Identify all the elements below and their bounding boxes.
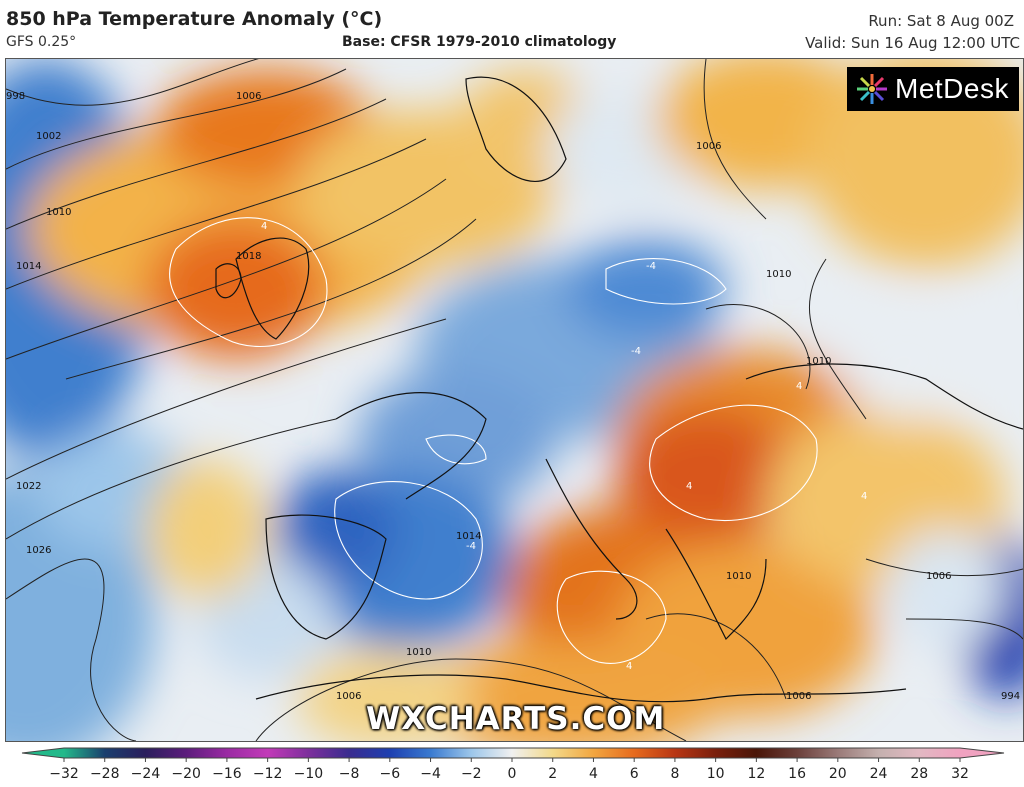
scale-tick-label: 6 <box>629 766 639 782</box>
anomaly-contours <box>169 217 818 664</box>
contour-label: -4 <box>631 346 641 357</box>
isobar-label: 1010 <box>46 207 71 218</box>
contour-label: 4 <box>796 381 802 392</box>
scale-tick-label: −6 <box>379 766 401 782</box>
scale-arrow-right <box>960 748 1004 758</box>
scale-tick-label: −20 <box>171 766 201 782</box>
scale-tick-label: −10 <box>293 766 324 782</box>
contour-label: 4 <box>261 221 267 232</box>
isobar-lines <box>6 59 1023 741</box>
scale-tick-label: −32 <box>49 766 79 782</box>
climatology-base: Base: CFSR 1979-2010 climatology <box>342 34 617 50</box>
isobar-label: 1014 <box>16 261 41 272</box>
scale-tick-label: 4 <box>588 766 598 782</box>
isobar-label: 1006 <box>926 571 951 582</box>
coastlines <box>215 76 1023 703</box>
scale-tick-label: −16 <box>212 766 242 782</box>
isobar-label: 1010 <box>806 356 831 367</box>
color-scale-gradient <box>64 748 960 758</box>
isobar-label: 1014 <box>456 531 481 542</box>
scale-tick-label: −2 <box>460 766 482 782</box>
scale-tick-label: −8 <box>338 766 360 782</box>
scale-tick-label: 0 <box>507 766 517 782</box>
contour-label: -4 <box>466 541 476 552</box>
valid-time: Valid: Sun 16 Aug 12:00 UTC <box>805 34 1020 52</box>
isobar-label: 1006 <box>786 691 811 702</box>
isobar-label: 1006 <box>336 691 361 702</box>
scale-tick-label: 12 <box>747 766 766 782</box>
scale-tick-label: −24 <box>130 766 161 782</box>
color-scale: −32 −28 −24 −20 −16 −12 −10 −8 −6 −4 −2 0 2 4 6 8 10 12 16… <box>0 742 1024 787</box>
isobar-label: 1018 <box>236 251 261 262</box>
scale-tick-label: −28 <box>89 766 120 782</box>
model-label: GFS 0.25° <box>6 34 77 50</box>
scale-tick-label: 16 <box>788 766 806 782</box>
color-scale-ticks: −32 −28 −24 −20 −16 −12 −10 −8 −6 −4 −2 0 2 4 6 8 10 12 16… <box>0 766 1024 784</box>
wxcharts-watermark: WXCHARTS.COM <box>366 701 666 737</box>
isobar-label: 1006 <box>696 141 721 152</box>
metdesk-logo-icon <box>857 74 887 104</box>
scale-tick-label: 8 <box>670 766 680 782</box>
isobar-labels: 1002 1006 1010 1014 1018 1022 1026 1010 … <box>6 91 1020 702</box>
scale-tick-label: −12 <box>252 766 283 782</box>
chart-title: 850 hPa Temperature Anomaly (°C) <box>6 8 383 30</box>
isobar-label: 1010 <box>406 647 431 658</box>
isobar-label: 1006 <box>236 91 261 102</box>
contour-label: -4 <box>646 261 656 272</box>
contour-label: 4 <box>861 491 867 502</box>
isobar-label: 1026 <box>26 545 51 556</box>
run-time: Run: Sat 8 Aug 00Z <box>868 12 1014 30</box>
isobar-label: 1010 <box>766 269 791 280</box>
isobar-label: 1022 <box>16 481 41 492</box>
anomaly-map: 1002 1006 1010 1014 1018 1022 1026 1010 … <box>5 58 1024 742</box>
anomaly-field <box>6 59 1023 741</box>
scale-arrow-left <box>22 748 64 758</box>
map-canvas: 1002 1006 1010 1014 1018 1022 1026 1010 … <box>6 59 1023 741</box>
isobar-label: 1002 <box>36 131 61 142</box>
scale-tick-label: 28 <box>910 766 929 782</box>
contour-label: 4 <box>686 481 692 492</box>
scale-tick-label: 24 <box>869 766 888 782</box>
scale-tick-label: 2 <box>548 766 558 782</box>
metdesk-logo-text: MetDesk <box>895 73 1009 104</box>
color-scale-bar <box>21 747 1005 762</box>
isobar-label: 998 <box>6 91 25 102</box>
scale-tick-label: −4 <box>420 766 441 782</box>
contour-labels: 4 -4 4 -4 4 -4 4 4 <box>261 221 867 672</box>
contour-label: 4 <box>626 661 632 672</box>
isobar-label: 994 <box>1001 691 1020 702</box>
scale-tick-label: 10 <box>706 766 725 782</box>
scale-tick-label: 32 <box>951 766 969 782</box>
metdesk-logo: MetDesk <box>847 67 1019 111</box>
isobar-label: 1010 <box>726 571 751 582</box>
scale-tick-label: 20 <box>828 766 847 782</box>
